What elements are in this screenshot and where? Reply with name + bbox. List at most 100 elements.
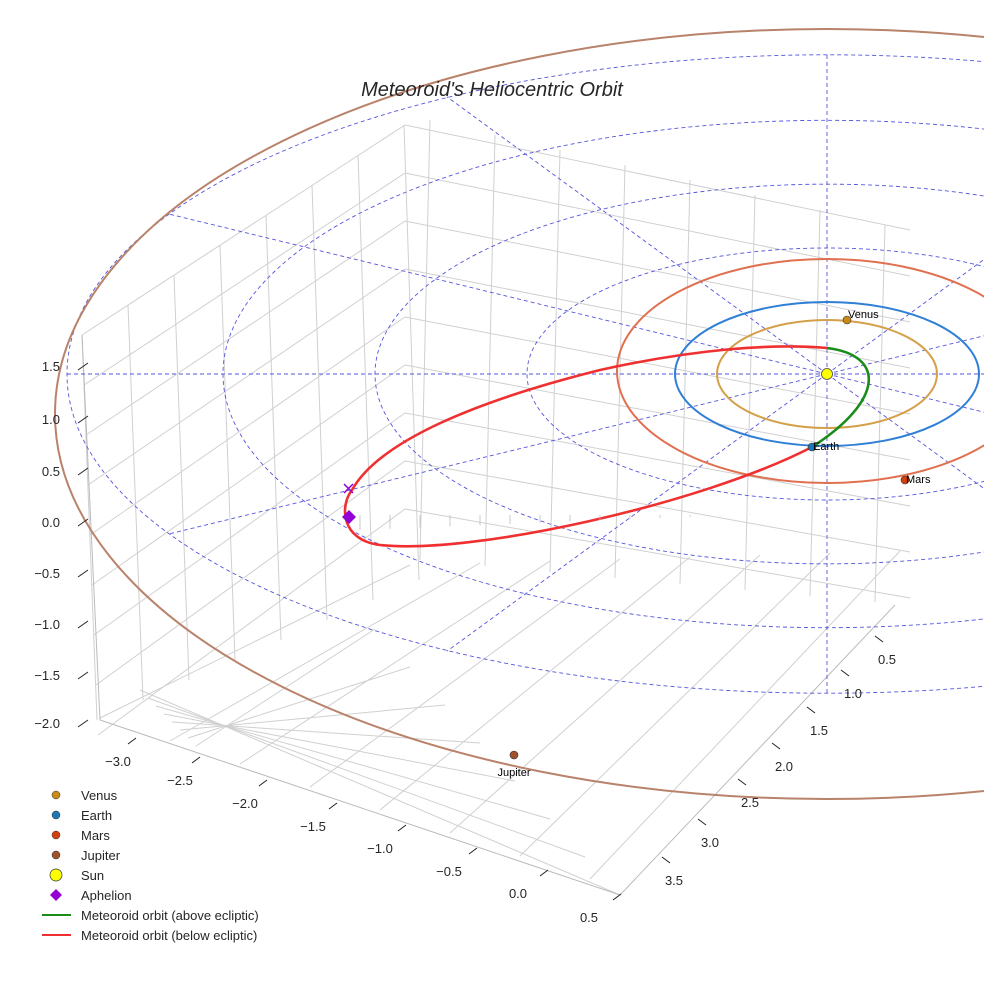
orbit-mars bbox=[616, 258, 984, 484]
grid-line bbox=[379, 556, 691, 811]
z-tick bbox=[77, 518, 89, 527]
ecliptic-spoke bbox=[826, 373, 984, 490]
planet-venus bbox=[842, 315, 852, 325]
y-tick-label: 1.5 bbox=[810, 723, 828, 738]
ecliptic-spoke bbox=[826, 335, 984, 375]
markers: Venus Earth Mars Jupiter bbox=[342, 309, 931, 779]
planet-earth bbox=[807, 442, 817, 452]
legend-label: Sun bbox=[81, 868, 104, 883]
grid-line bbox=[404, 412, 911, 507]
z-tick bbox=[77, 719, 89, 728]
grid-line bbox=[809, 209, 821, 597]
legend-label: Mars bbox=[81, 828, 110, 843]
grid-line bbox=[404, 124, 911, 231]
planet-label-mars: Mars bbox=[906, 474, 931, 486]
y-tick bbox=[840, 669, 850, 677]
grid-line bbox=[265, 214, 282, 641]
ecliptic-spoke bbox=[446, 96, 828, 375]
grid-line bbox=[309, 558, 621, 788]
grid-line bbox=[163, 713, 516, 782]
x-tick-label: 0.5 bbox=[580, 910, 598, 925]
grid-line bbox=[549, 149, 561, 573]
legend-marker bbox=[51, 850, 61, 860]
ecliptic-spoke bbox=[826, 258, 984, 375]
grid-line bbox=[679, 179, 691, 585]
x-tick-label: −2.0 bbox=[232, 796, 258, 811]
legend: Venus Earth Mars Jupiter Sun Aphelion Meteoroi… bbox=[42, 788, 259, 943]
aphelion-projection-marker bbox=[343, 483, 354, 494]
grid-line bbox=[87, 268, 406, 486]
grid-line bbox=[83, 172, 406, 386]
grid-line bbox=[404, 508, 911, 599]
grid-line bbox=[179, 704, 446, 731]
grid-line bbox=[519, 552, 831, 857]
x-tick bbox=[468, 847, 478, 855]
grid-line bbox=[449, 554, 761, 834]
grid-line bbox=[614, 164, 626, 579]
x-tick bbox=[539, 869, 549, 877]
z-tick bbox=[77, 569, 89, 578]
orbit-above-ecliptic bbox=[811, 346, 870, 449]
z-tick bbox=[77, 362, 89, 371]
y-tick bbox=[806, 706, 816, 714]
grid-line bbox=[484, 134, 496, 567]
grid-line bbox=[404, 268, 911, 369]
z-tick-label: −1.0 bbox=[34, 617, 60, 632]
x-axis-line bbox=[99, 719, 621, 896]
legend-marker bbox=[50, 889, 62, 901]
grid-line bbox=[89, 316, 406, 536]
x-tick bbox=[127, 737, 137, 745]
x-tick bbox=[612, 893, 622, 901]
legend-label: Earth bbox=[81, 808, 112, 823]
orbit-jupiter bbox=[54, 28, 984, 800]
planet-label-jupiter: Jupiter bbox=[497, 767, 530, 779]
z-tick bbox=[77, 671, 89, 680]
x-tick-label: −2.5 bbox=[167, 773, 193, 788]
z-tick-label: −0.5 bbox=[34, 566, 60, 581]
legend-marker bbox=[51, 830, 61, 840]
x-tick-label: −1.5 bbox=[300, 819, 326, 834]
y-tick-label: 3.0 bbox=[701, 835, 719, 850]
y-tick-label: 2.0 bbox=[775, 759, 793, 774]
x-tick bbox=[328, 802, 338, 810]
grid-line bbox=[139, 689, 621, 896]
z-tick-label: 1.5 bbox=[42, 359, 60, 374]
legend-label: Venus bbox=[81, 788, 118, 803]
planet-orbits bbox=[54, 28, 984, 800]
z-tick-label: 1.0 bbox=[42, 412, 60, 427]
z-tick-label: −2.0 bbox=[34, 716, 60, 731]
axis-panes bbox=[81, 119, 911, 896]
x-tick-label: −3.0 bbox=[105, 754, 131, 769]
grid-line bbox=[404, 316, 911, 415]
grid-line bbox=[357, 154, 374, 601]
planet-label-venus: Venus bbox=[848, 309, 879, 321]
grid-line bbox=[91, 364, 406, 586]
orbit-venus bbox=[716, 319, 938, 429]
y-tick-label: 3.5 bbox=[665, 873, 683, 888]
x-tick-label: 0.0 bbox=[509, 886, 527, 901]
grid-line bbox=[404, 172, 911, 277]
legend-label: Meteoroid orbit (below ecliptic) bbox=[81, 928, 257, 943]
x-tick bbox=[191, 756, 201, 764]
grid-line bbox=[81, 124, 406, 336]
z-tick bbox=[77, 620, 89, 629]
y-tick bbox=[697, 818, 707, 826]
y-axis-line bbox=[619, 604, 896, 896]
z-tick-label: 0.5 bbox=[42, 464, 60, 479]
grid-line bbox=[419, 119, 431, 561]
grid-line bbox=[95, 460, 406, 686]
aphelion-marker bbox=[342, 510, 356, 524]
y-tick bbox=[661, 856, 671, 864]
ecliptic-spoke bbox=[168, 213, 828, 375]
x-tick-label: −0.5 bbox=[436, 864, 462, 879]
grid-line bbox=[127, 304, 144, 701]
grid-line bbox=[93, 412, 406, 636]
z-tick bbox=[77, 415, 89, 424]
grid-line bbox=[404, 460, 911, 553]
grid-line bbox=[169, 562, 481, 742]
grid-line bbox=[155, 705, 551, 820]
grid-line bbox=[85, 220, 406, 436]
meteoroid-orbit bbox=[343, 345, 870, 548]
grid-line bbox=[97, 508, 406, 736]
y-tick bbox=[737, 778, 747, 786]
